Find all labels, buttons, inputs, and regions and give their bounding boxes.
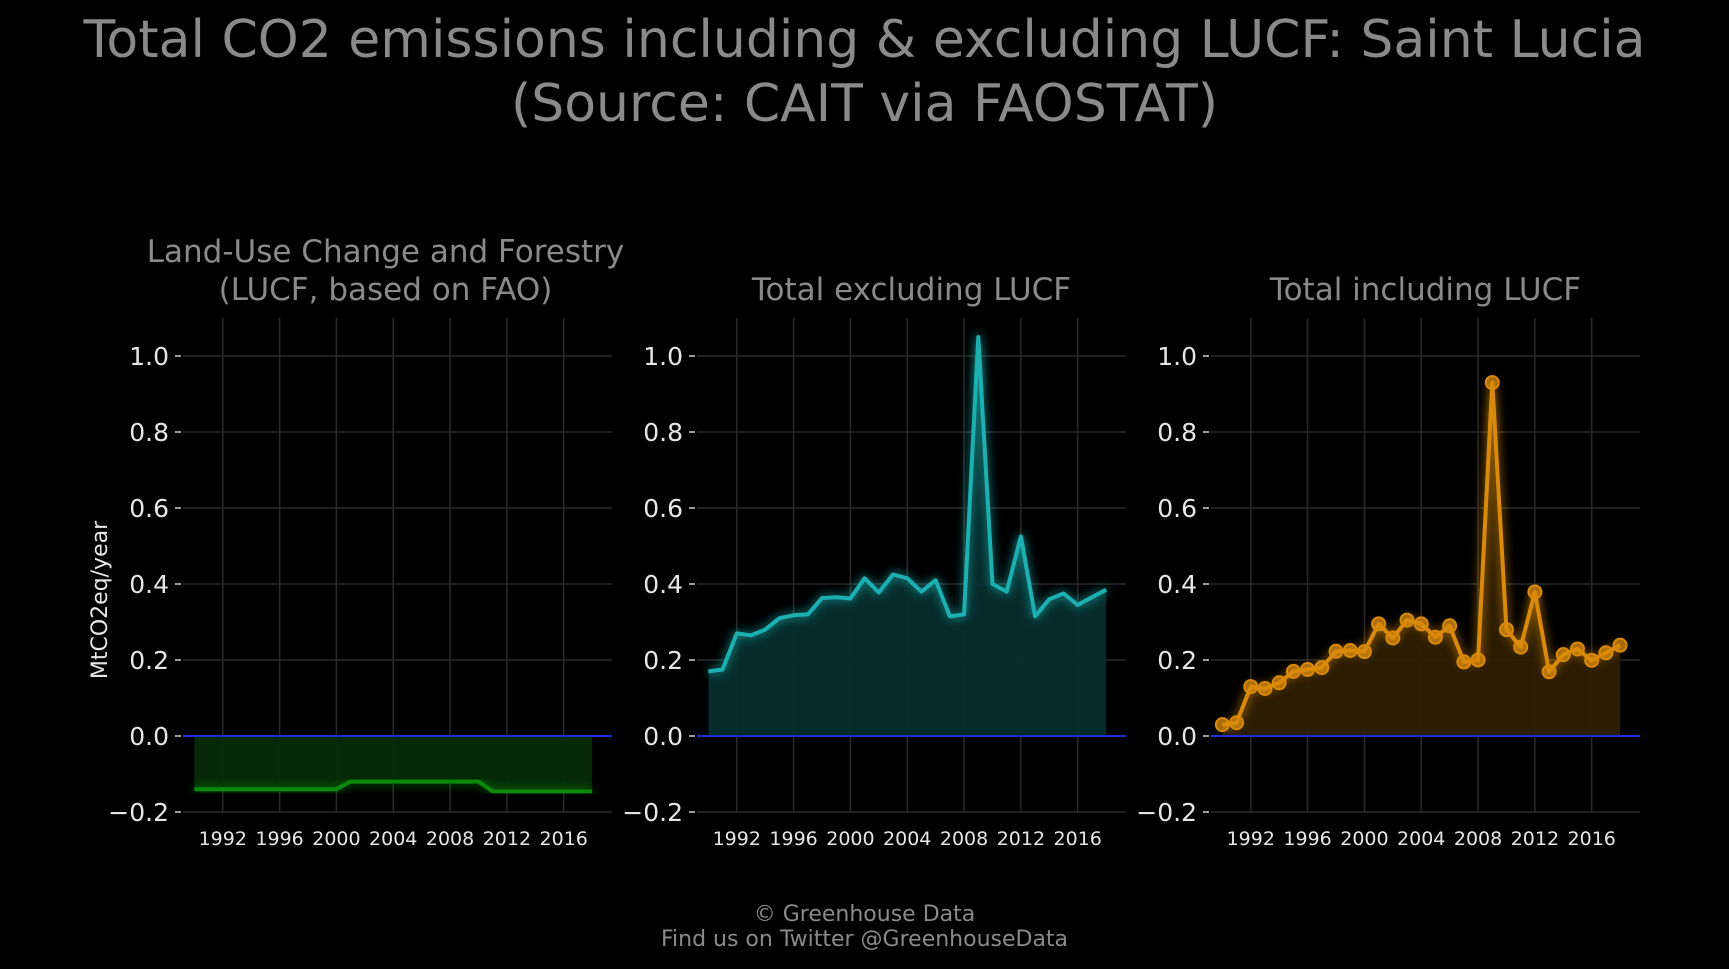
x-tick-label: 2008 bbox=[940, 828, 988, 850]
data-point bbox=[1569, 641, 1585, 657]
x-tick-label: 2012 bbox=[483, 828, 531, 850]
x-tick-label: 2004 bbox=[369, 828, 417, 850]
data-point bbox=[1527, 584, 1543, 600]
x-tick-label: 1992 bbox=[713, 828, 761, 850]
series-line bbox=[194, 779, 593, 794]
data-point bbox=[1456, 654, 1472, 670]
data-point bbox=[1413, 616, 1429, 632]
y-tick-label: 0.0 bbox=[129, 722, 169, 751]
x-tick-label: 2008 bbox=[426, 828, 474, 850]
footer-copyright: © Greenhouse Data bbox=[753, 902, 976, 927]
data-point bbox=[1342, 643, 1358, 658]
data-point bbox=[1257, 681, 1273, 696]
panel-2: −0.2 0.0 0.2 0.4 0.6 0.8 1.0 1992 1996 2000 2004 20… bbox=[622, 272, 1126, 850]
data-point bbox=[1399, 612, 1415, 628]
data-point bbox=[1385, 630, 1401, 646]
data-point bbox=[1584, 652, 1600, 668]
data-point bbox=[1229, 715, 1245, 731]
y-tick-label: 0.2 bbox=[1157, 646, 1197, 675]
data-point bbox=[1442, 618, 1458, 634]
y-tick-label: 0.6 bbox=[129, 494, 169, 523]
y-tick-label: 0.6 bbox=[1157, 494, 1197, 523]
x-tick-label: 1996 bbox=[255, 828, 303, 850]
y-tick-label: 1.0 bbox=[643, 342, 683, 371]
y-tick-label: 1.0 bbox=[1157, 342, 1197, 371]
data-point bbox=[1612, 637, 1628, 653]
data-point bbox=[1598, 645, 1614, 661]
x-tick-label: 2012 bbox=[1511, 828, 1559, 850]
chart-title-line-2: (Source: CAIT via FAOSTAT) bbox=[510, 74, 1219, 134]
y-tick-label: −0.2 bbox=[108, 798, 169, 827]
data-point bbox=[1541, 664, 1557, 680]
data-point bbox=[1356, 644, 1372, 660]
series-area bbox=[194, 736, 593, 792]
y-tick-label: 1.0 bbox=[129, 342, 169, 371]
panel-title-line: (LUCF, based on FAO) bbox=[219, 272, 553, 308]
y-tick-label: −0.2 bbox=[1136, 798, 1197, 827]
data-point bbox=[1371, 616, 1387, 632]
y-tick-label: 0.6 bbox=[643, 494, 683, 523]
y-tick-label: 0.8 bbox=[643, 418, 683, 447]
y-tick-label: 0.8 bbox=[129, 418, 169, 447]
x-tick-label: 2000 bbox=[826, 828, 874, 850]
y-tick-label: 0.8 bbox=[1157, 418, 1197, 447]
y-axis-label: MtCO2eq/year bbox=[88, 520, 113, 679]
data-point bbox=[1328, 643, 1344, 659]
x-tick-label: 2000 bbox=[312, 828, 360, 850]
x-tick-label: 2016 bbox=[1568, 828, 1616, 850]
panel-1: −0.2 0.0 0.2 0.4 0.6 0.8 1.0 1992 1996 2000 2004 20… bbox=[88, 234, 624, 850]
y-tick-label: 0.4 bbox=[129, 570, 169, 599]
panel-title-line: Total including LUCF bbox=[1269, 272, 1581, 308]
y-tick-label: 0.0 bbox=[1157, 722, 1197, 751]
panel-3: −0.2 0.0 0.2 0.4 0.6 0.8 1.0 1992 1996 2000 2004 20… bbox=[1136, 272, 1640, 850]
data-point bbox=[1243, 679, 1259, 695]
x-tick-label: 2016 bbox=[1054, 828, 1102, 850]
x-tick-label: 2012 bbox=[997, 828, 1045, 850]
x-tick-label: 1996 bbox=[1283, 828, 1331, 850]
y-tick-label: 0.2 bbox=[643, 646, 683, 675]
data-point bbox=[1498, 622, 1514, 638]
series-area bbox=[708, 337, 1107, 736]
panel-title-line: Total excluding LUCF bbox=[751, 272, 1071, 308]
data-point bbox=[1484, 375, 1500, 391]
footer-twitter: Find us on Twitter @GreenhouseData bbox=[660, 927, 1069, 952]
data-point bbox=[1470, 652, 1486, 668]
data-point bbox=[1271, 675, 1287, 691]
x-tick-label: 2004 bbox=[1397, 828, 1445, 850]
x-tick-label: 1992 bbox=[1227, 828, 1275, 850]
y-tick-label: −0.2 bbox=[622, 798, 683, 827]
y-tick-label: 0.4 bbox=[1157, 570, 1197, 599]
x-tick-label: 2008 bbox=[1454, 828, 1502, 850]
data-point bbox=[1555, 647, 1571, 663]
data-point bbox=[1314, 660, 1330, 676]
y-tick-label: 0.0 bbox=[643, 722, 683, 751]
y-tick-label: 0.4 bbox=[643, 570, 683, 599]
x-tick-label: 2000 bbox=[1340, 828, 1388, 850]
data-point bbox=[1285, 663, 1301, 679]
data-point bbox=[1214, 717, 1230, 733]
data-point bbox=[1513, 639, 1529, 655]
chart-title-line-1: Total CO2 emissions including & excludin… bbox=[83, 10, 1646, 70]
series-line bbox=[708, 335, 1108, 674]
data-point bbox=[1300, 662, 1316, 677]
x-tick-label: 2016 bbox=[540, 828, 588, 850]
panel-title-line: Land-Use Change and Forestry bbox=[147, 234, 625, 270]
x-tick-label: 1992 bbox=[199, 828, 247, 850]
x-tick-label: 1996 bbox=[769, 828, 817, 850]
y-tick-label: 0.2 bbox=[129, 646, 169, 675]
data-point bbox=[1427, 629, 1443, 645]
x-tick-label: 2004 bbox=[883, 828, 931, 850]
